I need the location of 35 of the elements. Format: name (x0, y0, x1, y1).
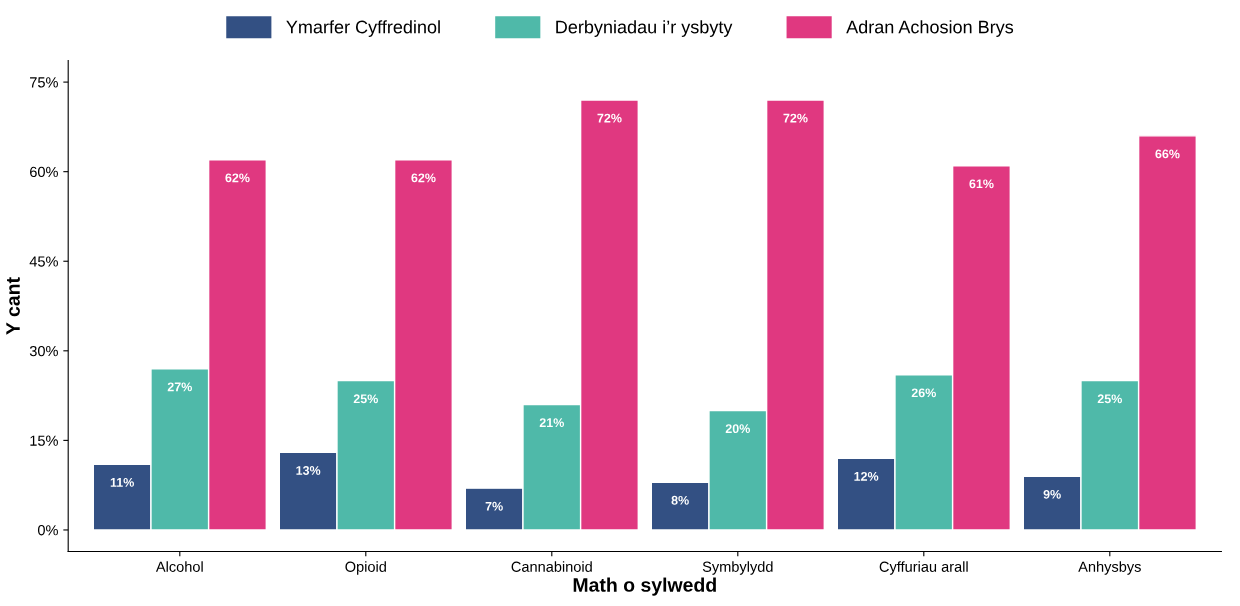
data-label: 12% (854, 471, 879, 481)
data-label: 25% (1097, 394, 1122, 404)
y-tick-label: 60% (30, 166, 58, 178)
data-label: 72% (783, 113, 808, 123)
data-label: 62% (411, 173, 436, 183)
y-tick-label: 15% (30, 435, 58, 446)
data-label: 21% (539, 418, 564, 428)
data-label: 7% (485, 501, 503, 511)
data-label: 9% (1043, 489, 1061, 499)
data-label: 72% (597, 113, 622, 123)
data-label: 25% (353, 394, 378, 404)
legend-label: Adran Achosion Brys (846, 20, 1014, 37)
data-label: 11% (110, 477, 134, 487)
y-axis-title: Y cant (6, 277, 20, 335)
data-label: 26% (911, 388, 936, 398)
y-tick-label: 75% (30, 77, 58, 88)
data-label: 27% (167, 382, 192, 392)
x-tick-label: Anhysbys (1078, 561, 1141, 575)
y-tick-label: 0% (37, 525, 58, 536)
x-tick-label: Alcohol (155, 561, 203, 572)
x-tick-label: Cyffuriau arall (879, 561, 968, 575)
legend-label: Derbyniadau i’r ysbyty (556, 20, 733, 37)
x-tick-label: Symbylydd (702, 561, 773, 575)
data-label: 13% (296, 466, 321, 475)
data-label: 8% (671, 495, 689, 505)
x-tick-label: Opioid (345, 561, 386, 575)
y-tick-label: 30% (29, 345, 58, 357)
legend-label: Ymarfer Cyffredinol (286, 20, 440, 37)
x-tick-label: Cannabinoid (511, 561, 592, 572)
data-label: 61% (969, 179, 994, 189)
data-label: 20% (725, 424, 750, 434)
y-tick-label: 45% (29, 256, 58, 267)
data-label: 66% (1155, 149, 1180, 159)
data-label: 62% (225, 173, 250, 183)
x-axis-title: Math o sylwedd (573, 577, 716, 596)
